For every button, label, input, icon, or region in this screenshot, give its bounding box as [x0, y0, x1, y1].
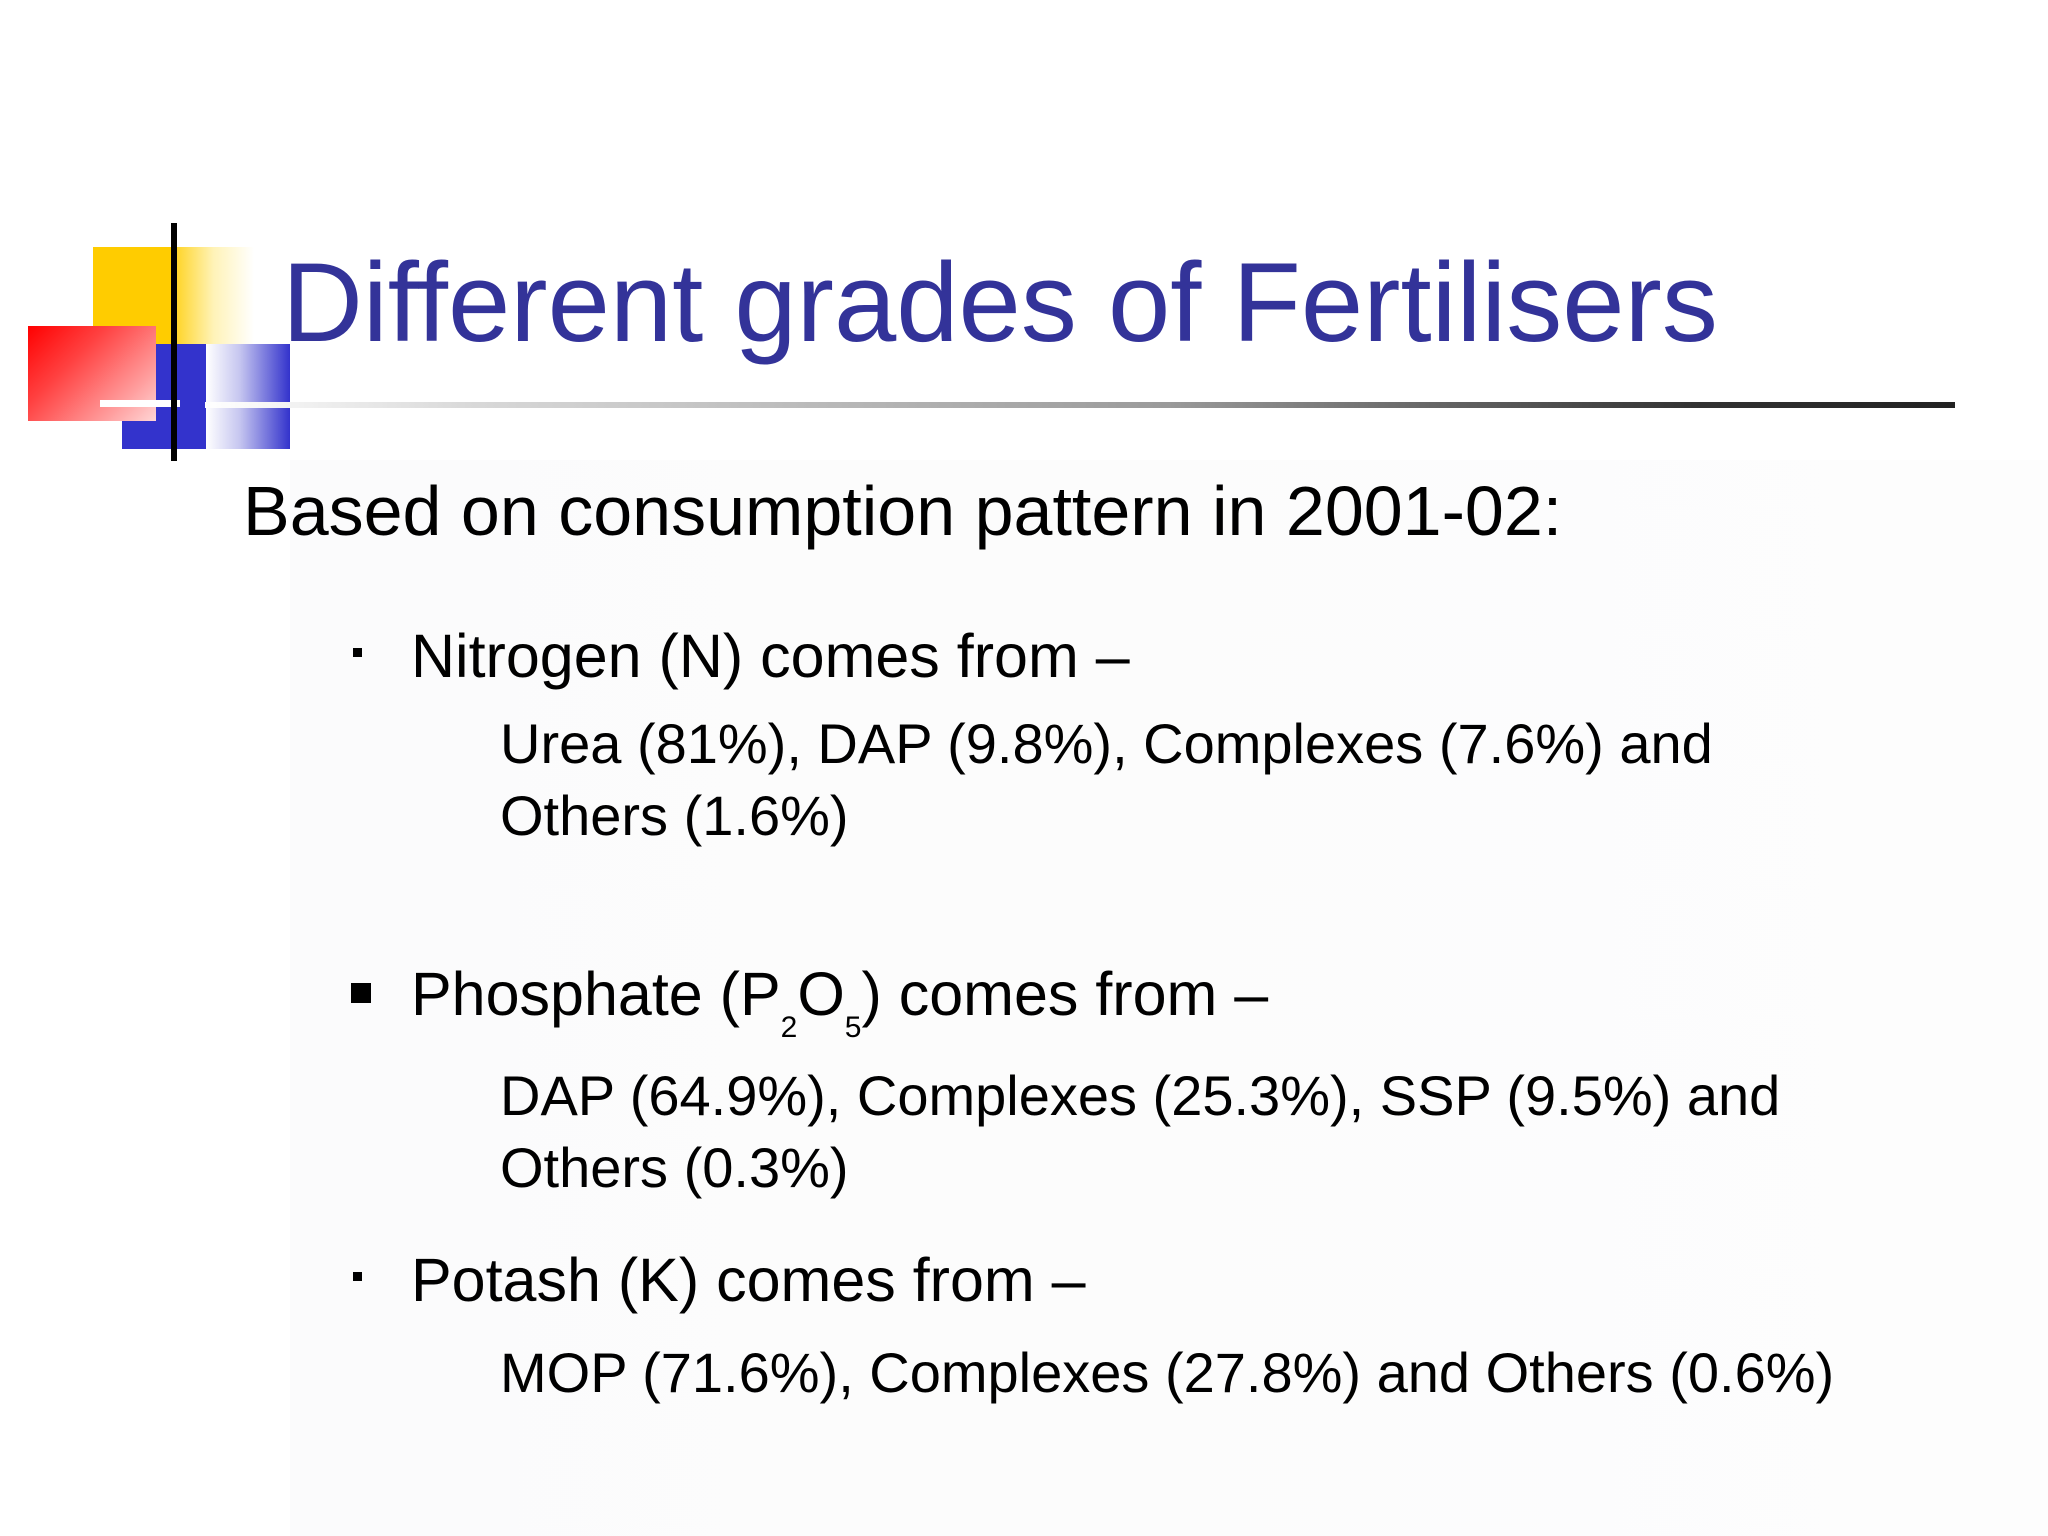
slide-title: Different grades of Fertilisers: [282, 240, 1718, 365]
vertical-line: [171, 223, 177, 461]
white-line: [100, 400, 180, 407]
bullet-marker: [353, 648, 362, 657]
phosphate-sub-5: 5: [844, 1011, 862, 1044]
bullet-heading-nitrogen: Nitrogen (N) comes from –: [411, 622, 1130, 690]
bullet-heading-phosphate: Phosphate (P2O5) comes from –: [411, 958, 1269, 1044]
bullet-marker: [353, 1272, 362, 1281]
bullet-heading-potash: Potash (K) comes from –: [411, 1246, 1086, 1314]
intro-text: Based on consumption pattern in 2001-02:: [243, 472, 1563, 550]
phosphate-post: ) comes from –: [861, 960, 1269, 1028]
bullet-line-potash-1: MOP (71.6%), Complexes (27.8%) and Other…: [500, 1341, 1835, 1404]
phosphate-mid: O: [797, 960, 845, 1028]
bullet-line-nitrogen-2: Others (1.6%): [500, 784, 849, 847]
phosphate-pre: Phosphate (P: [411, 960, 781, 1028]
bullet-marker: [351, 983, 371, 1003]
bullet-line-phosphate-2: Others (0.3%): [500, 1136, 849, 1199]
bullet-line-nitrogen-1: Urea (81%), DAP (9.8%), Complexes (7.6%)…: [500, 712, 1713, 775]
blue-square-fade: [206, 344, 290, 449]
phosphate-sub-2: 2: [780, 1011, 798, 1044]
title-underline: [205, 402, 1955, 408]
bullet-line-phosphate-1: DAP (64.9%), Complexes (25.3%), SSP (9.5…: [500, 1064, 1781, 1127]
content-background: [290, 460, 2048, 1536]
